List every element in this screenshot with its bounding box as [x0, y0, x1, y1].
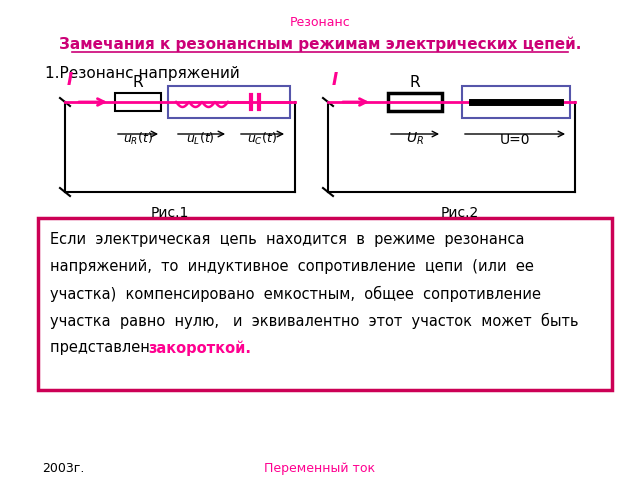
- Text: R: R: [132, 75, 143, 90]
- Text: $u_L(t)$: $u_L(t)$: [186, 131, 214, 147]
- Text: Резонанс: Резонанс: [290, 16, 350, 29]
- Text: $u_C(t)$: $u_C(t)$: [247, 131, 277, 147]
- Text: $u_R(t)$: $u_R(t)$: [123, 131, 153, 147]
- Bar: [168, 86, 290, 118]
- Bar: [462, 86, 570, 118]
- Text: 2003г.: 2003г.: [42, 462, 84, 475]
- Text: Рис.2: Рис.2: [441, 206, 479, 220]
- Text: Если  электрическая  цепь  находится  в  режиме  резонанса: Если электрическая цепь находится в режи…: [50, 232, 525, 247]
- Bar: [38, 218, 612, 390]
- Text: напряжений,  то  индуктивное  сопротивление  цепи  (или  ее: напряжений, то индуктивное сопротивление…: [50, 259, 534, 274]
- Bar: [388, 93, 442, 111]
- Text: Рис.1: Рис.1: [151, 206, 189, 220]
- Bar: [115, 93, 161, 111]
- Text: U=0: U=0: [500, 133, 531, 147]
- Text: I: I: [67, 71, 73, 89]
- Text: представлен: представлен: [50, 340, 154, 355]
- Text: R: R: [410, 75, 420, 90]
- Text: $U_R$: $U_R$: [406, 131, 424, 147]
- Text: 1.Резонанс напряжений: 1.Резонанс напряжений: [45, 66, 240, 81]
- Text: I: I: [332, 71, 338, 89]
- Text: Переменный ток: Переменный ток: [264, 462, 376, 475]
- Text: участка  равно  нулю,   и  эквивалентно  этот  участок  может  быть: участка равно нулю, и эквивалентно этот …: [50, 313, 579, 329]
- Text: участка)  компенсировано  емкостным,  общее  сопротивление: участка) компенсировано емкостным, общее…: [50, 286, 541, 302]
- Text: Замечания к резонансным режимам электрических цепей.: Замечания к резонансным режимам электрич…: [59, 36, 581, 51]
- Text: закороткой.: закороткой.: [148, 340, 251, 356]
